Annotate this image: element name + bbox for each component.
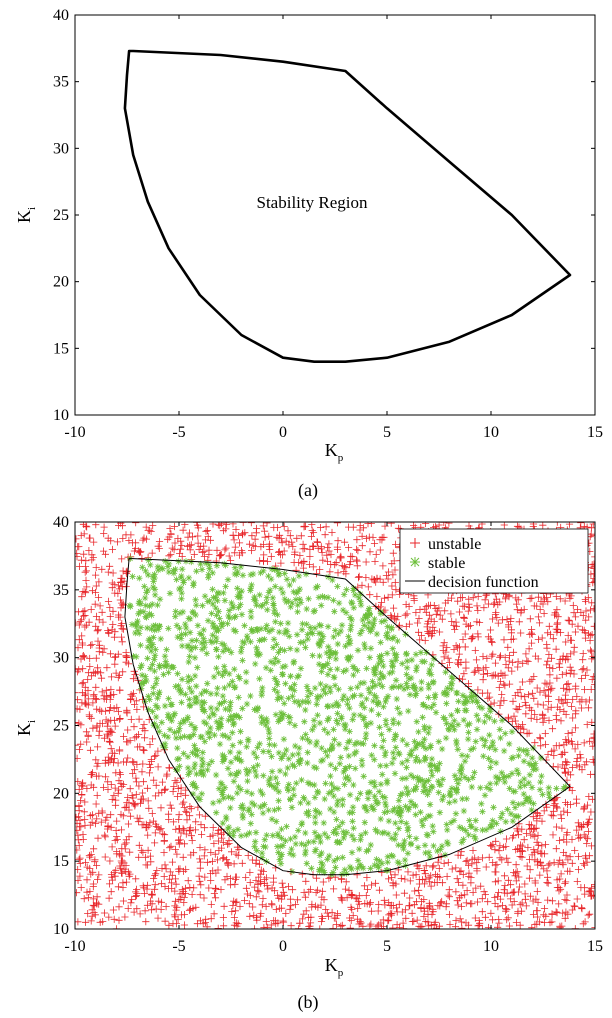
x-tick-label: -5 xyxy=(172,424,185,441)
chart-b-ylabel-sub: i xyxy=(26,720,38,723)
y-tick-label: 25 xyxy=(53,207,69,224)
chart-b-axes-box xyxy=(74,521,596,930)
y-tick-label: 40 xyxy=(53,514,69,531)
chart-a-ylabel-sub: i xyxy=(26,207,38,210)
chart-a-xlabel-main: K xyxy=(325,440,338,460)
chart-a-stability-boundary xyxy=(123,49,572,363)
x-tick-label: 15 xyxy=(587,938,603,955)
x-tick-label: 0 xyxy=(279,424,287,441)
y-tick-label: 30 xyxy=(53,650,69,667)
x-tick-label: 10 xyxy=(483,938,499,955)
legend-label-unstable: unstable xyxy=(428,536,481,553)
chart-b: -10 -5 0 5 10 15 10 15 20 25 30 35 40 unstable stabl… xyxy=(14,514,603,1013)
chart-b-decision-function xyxy=(124,558,571,876)
chart-a-caption: (a) xyxy=(298,480,318,501)
legend-label-stable: stable xyxy=(428,555,465,572)
chart-b-ticks: -10 -5 0 5 10 15 10 15 20 25 30 35 40 xyxy=(53,514,603,955)
x-tick-label: 15 xyxy=(587,424,603,441)
x-tick-label: 5 xyxy=(383,938,391,955)
y-tick-label: 40 xyxy=(53,7,69,24)
x-tick-label: -10 xyxy=(64,424,85,441)
x-tick-label: -5 xyxy=(172,938,185,955)
chart-a-annotation: Stability Region xyxy=(257,193,368,212)
legend-marker-unstable xyxy=(410,538,420,548)
y-tick-label: 30 xyxy=(53,140,69,157)
x-tick-label: 10 xyxy=(483,424,499,441)
legend-box xyxy=(399,528,589,594)
chart-a-xlabel-sub: p xyxy=(338,452,344,464)
chart-a-axes-box xyxy=(74,14,596,416)
chart-b-ylabel-main: K xyxy=(14,723,34,736)
legend-marker-stable xyxy=(410,557,420,567)
y-tick-label: 10 xyxy=(53,407,69,424)
chart-a-ticks: -10 -5 0 5 10 15 10 15 20 25 30 35 40 xyxy=(53,7,603,441)
stable-markers xyxy=(126,555,569,878)
x-tick-label: 5 xyxy=(383,424,391,441)
chart-a: -10 -5 0 5 10 15 10 15 20 25 30 35 40 Stability Regi… xyxy=(14,7,603,501)
chart-b-points xyxy=(75,522,595,929)
y-tick-label: 20 xyxy=(53,785,69,802)
x-tick-label: 0 xyxy=(279,938,287,955)
legend-label-decision-function: decision function xyxy=(428,574,539,591)
chart-a-ylabel: Ki xyxy=(14,207,38,223)
chart-b-xlabel-main: K xyxy=(325,955,338,975)
chart-b-xlabel: Kp xyxy=(325,955,344,979)
chart-a-ylabel-main: K xyxy=(14,210,34,223)
y-tick-label: 25 xyxy=(53,718,69,735)
y-tick-label: 35 xyxy=(53,74,69,91)
chart-b-xlabel-sub: p xyxy=(338,967,344,979)
y-tick-label: 20 xyxy=(53,274,69,291)
x-tick-label: -10 xyxy=(64,938,85,955)
y-tick-label: 15 xyxy=(53,853,69,870)
y-tick-label: 10 xyxy=(53,921,69,938)
chart-b-caption: (b) xyxy=(298,992,319,1013)
chart-b-ylabel: Ki xyxy=(14,720,38,736)
y-tick-label: 15 xyxy=(53,340,69,357)
chart-b-legend: unstable stable decision function xyxy=(399,528,589,594)
y-tick-label: 35 xyxy=(53,582,69,599)
chart-a-xlabel: Kp xyxy=(325,440,344,464)
